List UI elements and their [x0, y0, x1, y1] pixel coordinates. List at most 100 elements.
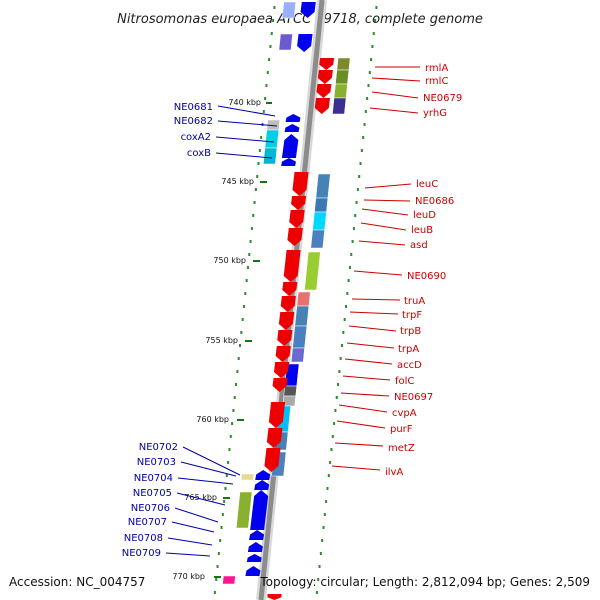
gene-label-NE0682[interactable]: NE0682: [174, 116, 278, 127]
gene-arrow: [281, 158, 296, 166]
kbp-label: 760 kbp: [196, 415, 229, 424]
gene-arrow: [266, 428, 283, 448]
gene-label-NE0702[interactable]: NE0702: [139, 442, 241, 476]
gene-label-ilvA[interactable]: ilvA: [331, 465, 403, 478]
gene-label-NE0708[interactable]: NE0708: [124, 533, 213, 546]
gene-arrow: [280, 296, 296, 312]
guide-dot: [317, 578, 320, 581]
guide-dot: [363, 123, 366, 126]
gene-arrow: [272, 378, 288, 392]
gene-label-NE0709[interactable]: NE0709: [122, 548, 211, 559]
gene-label-metZ[interactable]: metZ: [334, 442, 415, 454]
guide-dot: [325, 500, 328, 503]
gene-label-folC[interactable]: folC: [342, 375, 414, 387]
svg-text:trpA: trpA: [398, 344, 419, 355]
guide-dot: [334, 409, 337, 412]
gene-arrow: [281, 134, 299, 158]
guide-dot: [213, 591, 216, 594]
guide-dot: [327, 474, 330, 477]
svg-text:rmlA: rmlA: [425, 63, 448, 74]
gene-arrow: [264, 448, 281, 472]
guide-dot: [343, 318, 346, 321]
gene-label-leuB[interactable]: leuB: [360, 222, 433, 236]
guide-dot: [239, 344, 242, 347]
guide-dot: [231, 422, 234, 425]
kbp-tick: 760 kbp: [196, 415, 244, 424]
gene-label-trpB[interactable]: trpB: [348, 325, 421, 337]
feature-segment: [278, 33, 293, 51]
svg-text:NE0690: NE0690: [407, 271, 446, 282]
gene-label-coxA2[interactable]: coxA2: [181, 132, 275, 143]
kbp-label: 745 kbp: [221, 177, 254, 186]
gene-label-purF[interactable]: purF: [336, 420, 413, 435]
guide-dot: [246, 266, 249, 269]
feature-segment: [310, 229, 325, 249]
guide-dot: [217, 552, 220, 555]
guide-dot: [228, 448, 231, 451]
svg-text:leuC: leuC: [416, 179, 438, 190]
gene-label-NE0706[interactable]: NE0706: [131, 503, 219, 523]
map-title: Nitrosomonas europaea ATCC 19718, comple…: [117, 12, 483, 27]
gene-label-accD[interactable]: accD: [344, 358, 422, 371]
guide-dot: [244, 292, 247, 295]
svg-text:cvpA: cvpA: [392, 408, 417, 419]
svg-text:NE0706: NE0706: [131, 503, 170, 514]
guide-dot: [249, 240, 252, 243]
gene-label-trpF[interactable]: trpF: [349, 310, 422, 321]
guide-dot: [272, 19, 275, 22]
gene-label-NE0704[interactable]: NE0704: [134, 473, 234, 485]
gene-label-rmlC[interactable]: rmlC: [371, 76, 448, 87]
guide-dot: [351, 240, 354, 243]
kbp-label: 740 kbp: [228, 98, 261, 107]
left-gene-labels: NE0681 NE0682 coxA2 coxB NE0702 NE0703 N…: [122, 102, 278, 559]
feature-segments: [222, 1, 351, 585]
gene-label-NE0703[interactable]: NE0703: [137, 457, 237, 477]
guide-dot: [270, 32, 273, 35]
guide-dot: [227, 461, 230, 464]
gene-label-trpA[interactable]: trpA: [346, 342, 419, 355]
guide-dot: [237, 357, 240, 360]
guide-dot: [240, 331, 243, 334]
guide-dot: [354, 214, 357, 217]
feature-segment: [292, 325, 308, 349]
gene-label-NE0707[interactable]: NE0707: [128, 517, 215, 533]
gene-label-NE0697[interactable]: NE0697: [340, 392, 433, 403]
guide-dot: [256, 175, 259, 178]
gene-arrow: [287, 228, 303, 246]
gene-label-NE0690[interactable]: NE0690: [353, 270, 446, 282]
guide-dot: [347, 279, 350, 282]
guide-dot: [374, 19, 377, 22]
gene-label-truA[interactable]: truA: [351, 296, 425, 307]
gene-label-NE0686[interactable]: NE0686: [363, 196, 454, 207]
gene-arrow: [297, 34, 313, 52]
svg-text:NE0702: NE0702: [139, 442, 178, 453]
gene-label-leuD[interactable]: leuD: [361, 208, 436, 221]
guide-dot: [360, 149, 363, 152]
gene-label-cvpA[interactable]: cvpA: [338, 404, 417, 419]
gene-arrow: [250, 490, 269, 530]
gene-label-leuC[interactable]: leuC: [364, 179, 438, 190]
guide-dot: [257, 162, 260, 165]
guide-dot: [346, 292, 349, 295]
kbp-tick: 750 kbp: [213, 256, 260, 265]
guide-dot: [330, 448, 333, 451]
feature-segment: [240, 473, 255, 481]
gene-label-NE0679[interactable]: NE0679: [371, 91, 462, 104]
feature-segment: [312, 211, 327, 231]
feature-segment: [263, 147, 278, 165]
guide-dot: [321, 539, 324, 542]
gene-label-NE0681[interactable]: NE0681: [174, 102, 276, 117]
guide-dot: [333, 422, 336, 425]
gene-label-coxB[interactable]: coxB: [187, 148, 273, 159]
kbp-tick: 770 kbp: [172, 572, 221, 581]
gene-label-yrhG[interactable]: yrhG: [369, 107, 447, 119]
guide-dot: [250, 227, 253, 230]
svg-text:rmlC: rmlC: [425, 76, 448, 87]
guide-dot: [245, 279, 248, 282]
guide-dot: [224, 487, 227, 490]
gene-arrow: [254, 480, 270, 490]
gene-label-NE0705[interactable]: NE0705: [133, 488, 226, 506]
gene-label-rmlA[interactable]: rmlA: [375, 63, 448, 74]
gene-label-asd[interactable]: asd: [358, 240, 428, 251]
svg-text:NE0704: NE0704: [134, 473, 173, 484]
